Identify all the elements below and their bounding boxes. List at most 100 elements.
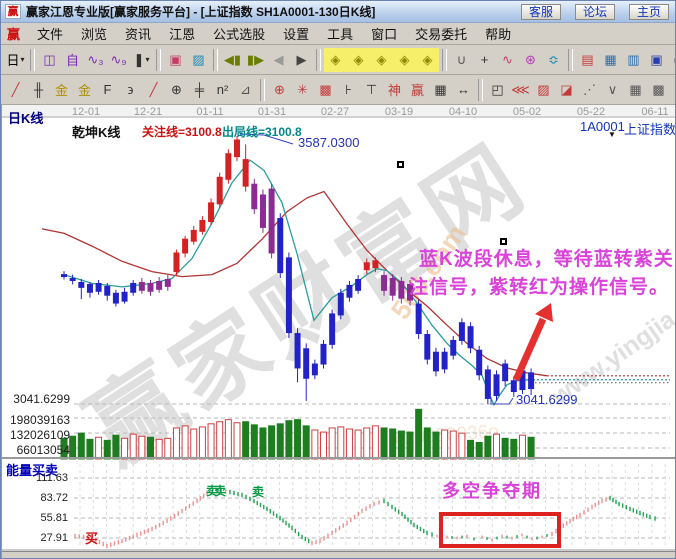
watch-line-label: 关注线=3100.8 <box>142 125 222 139</box>
go-last-icon[interactable]: ▮▶ <box>246 51 265 67</box>
flag-tool-icon[interactable]: ⊿ <box>240 81 251 97</box>
toolbar-separator <box>30 48 35 71</box>
ai-brain-icon[interactable]: ≎ <box>548 51 559 67</box>
go-first-icon[interactable]: ◀▮ <box>223 51 242 67</box>
candle-style-button[interactable]: ❚ ▾ <box>133 51 150 67</box>
period-daily-button[interactable]: 日 ▾ <box>6 53 25 68</box>
highlight-rectangle <box>439 512 561 548</box>
menu-item[interactable]: 设置 <box>283 26 310 42</box>
index-name-label[interactable]: 上证指数 <box>624 122 676 137</box>
menu-item[interactable]: 工具 <box>327 26 354 42</box>
chart-square-marker[interactable] <box>397 161 404 168</box>
report-icon[interactable]: ▥ <box>627 51 640 67</box>
star-burst-icon[interactable]: ✳ <box>297 81 308 97</box>
measure-v-icon[interactable]: ⊤ <box>365 81 378 97</box>
chart-area: 赢家财富网 500.com www.yingjia o:10080036o 日K… <box>1 105 676 558</box>
date-axis-label: 03-19 <box>384 106 414 118</box>
ray-fan-icon[interactable]: ⋘ <box>511 81 530 97</box>
stock-code-label[interactable]: 1A0001 <box>580 119 625 134</box>
shade-box-icon[interactable]: ▨ <box>537 81 550 97</box>
menu-item[interactable]: 资讯 <box>125 26 152 42</box>
low-price-label: 3041.6299 <box>516 392 578 407</box>
ray-box-icon[interactable]: ◪ <box>560 81 573 97</box>
toolbar-separator <box>213 48 218 71</box>
gann-tool-3-icon[interactable]: ◈ <box>370 47 393 72</box>
grid-tool-icon[interactable]: ╫ <box>33 82 44 97</box>
gann-tool-2-icon[interactable]: ◈ <box>347 47 370 72</box>
date-axis-label: 05-02 <box>512 106 542 118</box>
draw-pencil-icon[interactable]: ╱ <box>11 81 20 97</box>
menu-item[interactable]: 交易委托 <box>415 26 468 42</box>
spiral-icon[interactable]: ϶ <box>127 82 134 97</box>
pan-hand-icon[interactable]: ∪ <box>456 51 467 67</box>
fib-grid-icon[interactable]: F <box>103 82 112 97</box>
n-square-icon[interactable]: n² <box>216 82 229 97</box>
wave-9-icon[interactable]: ∿₉ <box>110 51 127 67</box>
ruler-123-icon[interactable]: ▦ <box>434 81 447 97</box>
zigzag-icon[interactable]: ∨ <box>607 81 618 97</box>
indicator-name-label: 能量买卖 <box>6 463 59 478</box>
grid-box-icon[interactable]: ▩ <box>319 81 332 97</box>
customer-service-button[interactable]: 客服 <box>521 4 561 20</box>
select-box-icon[interactable]: ◰ <box>491 81 504 97</box>
chevron-down-icon[interactable]: ▼ <box>608 130 616 139</box>
indicator-scale-label: 27.91 <box>40 532 68 544</box>
multi-window-icon[interactable]: ◫ <box>43 51 56 67</box>
price-scale-label: 3041.6299 <box>13 392 70 406</box>
wave-3-icon[interactable]: ∿₃ <box>87 51 104 67</box>
save-icon[interactable]: ▣ <box>650 51 663 67</box>
menu-item[interactable]: 文件 <box>37 26 64 42</box>
title-bar: 赢 赢家江恩专业版[赢家服务平台] - [上证指数 SH1A0001-130日K… <box>1 1 675 23</box>
toolbar-separator <box>478 78 483 101</box>
next-bar-icon[interactable]: ▶ <box>296 51 307 67</box>
toolbar-separator <box>568 48 573 71</box>
gold-grid2-icon[interactable]: 金 <box>77 83 91 98</box>
color-kline-icon[interactable]: ▨ <box>192 51 205 67</box>
menu-item[interactable]: 浏览 <box>81 26 108 42</box>
menu-item[interactable]: 帮助 <box>485 26 512 42</box>
menu-item[interactable]: 窗口 <box>371 26 398 42</box>
shen-tool-icon[interactable]: 神 <box>387 83 401 98</box>
calculator-icon[interactable]: ▦ <box>604 51 617 67</box>
chart-square-marker[interactable] <box>500 238 507 245</box>
date-axis-label: 05-22 <box>576 106 606 118</box>
flower-tool-icon[interactable]: ⊛ <box>525 51 536 67</box>
polyline-tool-icon[interactable]: ∿ <box>502 51 513 67</box>
target-icon[interactable]: ⊕ <box>274 81 285 97</box>
date-axis-label: 01-11 <box>196 106 224 118</box>
angle-fan-icon[interactable]: ⋰ <box>583 81 596 97</box>
ruler-grid-icon[interactable]: ╪ <box>194 82 205 97</box>
date-axis-label: 02-27 <box>320 106 350 118</box>
pencil2-icon[interactable]: ╱ <box>149 81 158 97</box>
crosshair-icon[interactable]: + <box>480 52 489 67</box>
grid-dense-icon[interactable]: ▦ <box>629 81 642 97</box>
prev-bar-icon[interactable]: ◀ <box>273 51 284 67</box>
grid-dense2-icon[interactable]: ▩ <box>652 81 665 97</box>
ying-tool-icon[interactable]: 赢 <box>410 83 424 98</box>
gann-tool-1-icon[interactable]: ◈ <box>324 47 347 72</box>
homepage-button[interactable]: 主页 <box>629 4 669 20</box>
forum-button[interactable]: 论坛 <box>575 4 615 20</box>
toolbar-main: 日▾◫自∿₃∿₉❚▾▣▨◀▮▮▶◀▶◈◈◈◈◈∪+∿⊛≎▤▦▥▣▭ <box>1 45 675 75</box>
gold-grid-icon[interactable]: 金 <box>54 83 68 98</box>
toolbar-separator <box>260 78 265 101</box>
gann-tool-4-icon[interactable]: ◈ <box>393 47 416 72</box>
calendar-icon[interactable]: ▤ <box>581 51 594 67</box>
date-axis-label: 04-10 <box>448 106 478 118</box>
gann-box-icon[interactable]: ▣ <box>169 51 182 67</box>
parallel-lines-icon[interactable]: ∥ <box>670 78 675 102</box>
cycle-circle-icon[interactable]: ⊕ <box>171 81 182 97</box>
menu-item[interactable]: 公式选股 <box>213 26 266 42</box>
menu-item[interactable]: 江恩 <box>169 26 196 42</box>
measure-h-icon[interactable]: ⊦ <box>345 81 352 97</box>
width-arrows-icon[interactable]: ↔ <box>457 82 470 97</box>
gann-tool-5-icon[interactable]: ◈ <box>416 47 439 72</box>
menu-logo-icon: 赢 <box>7 27 21 42</box>
volume-scale-label: 66013054 <box>16 443 70 457</box>
info-view-icon[interactable]: 自 <box>65 53 79 68</box>
window-title: 赢家江恩专业版[赢家服务平台] - [上证指数 SH1A0001-130日K线] <box>26 5 376 19</box>
print-icon[interactable]: ▭ <box>668 48 675 72</box>
indicator-scale-label: 83.72 <box>40 492 68 504</box>
exit-line-label: 出局线=3100.8 <box>222 125 302 139</box>
annotation-note-line1: 蓝K波段休息，等待蓝转紫关 <box>419 249 674 270</box>
